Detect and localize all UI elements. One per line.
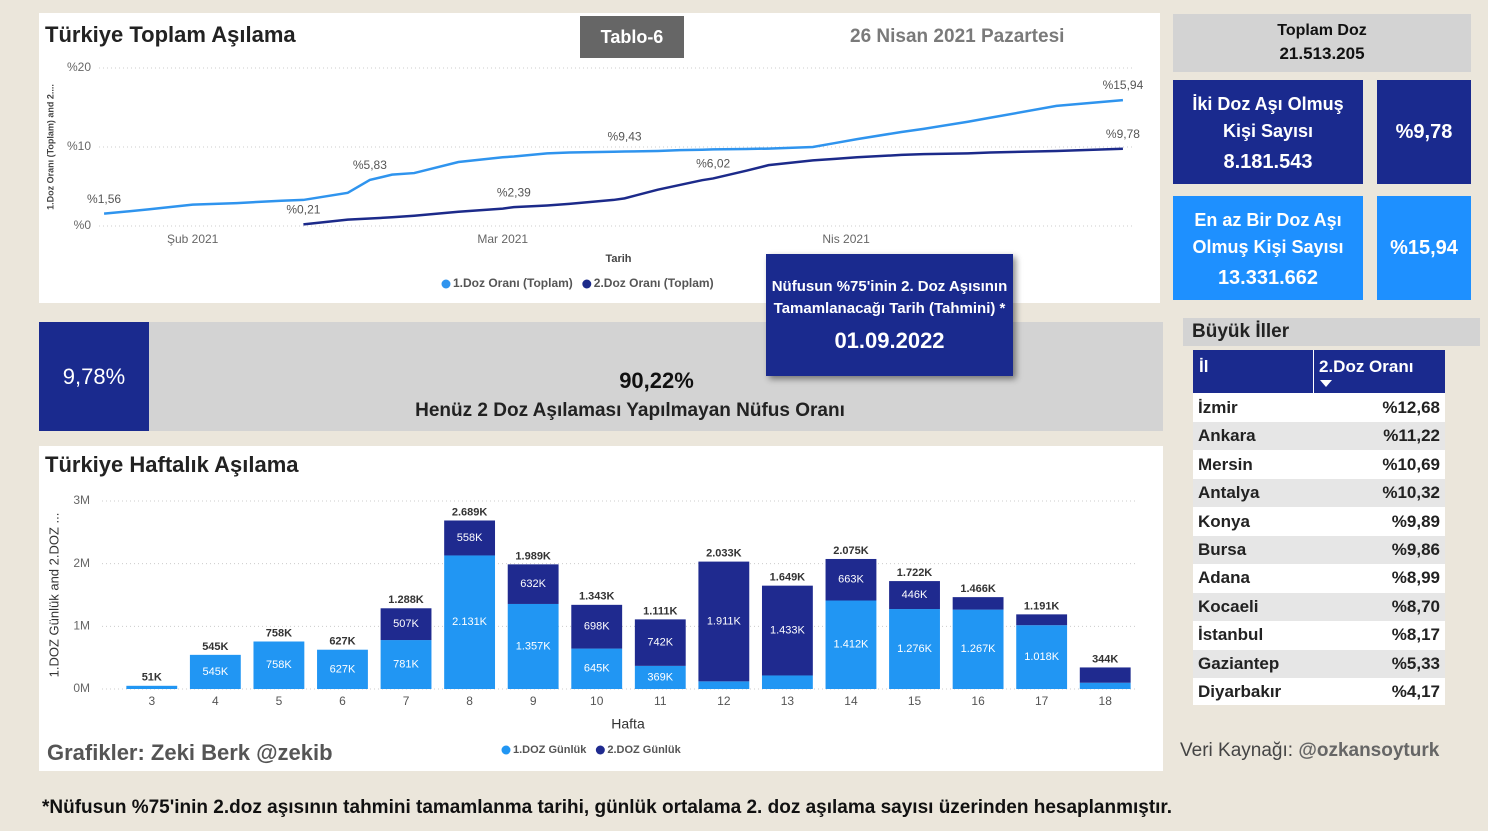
kpi-rate: %15,94 — [1377, 196, 1471, 300]
table-row: İzmir %12,68 — [1193, 394, 1445, 422]
table-cell: İzmir — [1198, 398, 1238, 417]
table-cell: İstanbul — [1198, 625, 1264, 645]
progress-caption: Henüz 2 Doz Aşılaması Yapılmayan Nüfus O… — [415, 400, 845, 421]
table-cell: Adana — [1198, 568, 1250, 588]
credits: Grafikler: Zeki Berk @zekib — [47, 740, 333, 765]
table-cell: Konya — [1198, 511, 1250, 531]
city-table: İl 2.Doz Oranı İzmir %12,68 Ankara %11,22 Me… — [1193, 350, 1445, 705]
kpi-value: 8.181.543 — [1223, 150, 1313, 173]
progress-done: 9,78% — [39, 322, 149, 431]
table-row: Antalya %10,32 — [1193, 479, 1445, 508]
column-header: 2.Doz Oranı — [1319, 357, 1414, 376]
estimate-card: Nüfusun %75'inin 2. Doz Aşısının Tamamla… — [766, 254, 1013, 376]
total-label: Toplam Doz — [1277, 22, 1367, 39]
bar-panel — [39, 446, 1163, 771]
kpi-card: İki Doz Aşı Olmuş Kişi Sayısı 8.181.543 — [1173, 80, 1363, 184]
table-title: Büyük İller — [1183, 318, 1480, 346]
table-cell: Antalya — [1198, 483, 1260, 503]
table-row: Diyarbakır %4,17 — [1193, 678, 1445, 706]
estimate-label: Nüfusun %75'inin 2. Doz Aşısının Tamamla… — [771, 278, 1008, 317]
table-cell: Mersin — [1198, 454, 1253, 474]
kpi-value: 13.331.662 — [1217, 266, 1319, 289]
table-cell: %10,69 — [1382, 454, 1440, 474]
total-card: Toplam Doz 21.513.205 — [1173, 14, 1471, 72]
kpi-label: En az Bir Doz Aşı Olmuş Kişi Sayısı — [1192, 209, 1344, 257]
table-cell: Diyarbakır — [1198, 682, 1282, 701]
table-cell: %4,17 — [1391, 682, 1440, 701]
table-cell: %8,70 — [1391, 596, 1440, 616]
source-name: @ozkansoyturk — [1298, 740, 1440, 761]
table-row: Kocaeli %8,70 — [1193, 592, 1445, 621]
table-header: İl 2.Doz Oranı — [1193, 350, 1445, 393]
tab-label: Tablo-6 — [580, 16, 684, 58]
bar-title: Türkiye Haftalık Aşılama — [45, 452, 299, 477]
table-cell: %9,89 — [1391, 511, 1440, 531]
column-header: İl — [1199, 357, 1209, 376]
progress-remaining: 90,22% — [619, 368, 694, 393]
table-row: Konya %9,89 — [1193, 508, 1445, 536]
table-cell: %8,99 — [1391, 568, 1440, 588]
table-row: Bursa %9,86 — [1193, 536, 1445, 564]
table-row: İstanbul %8,17 — [1193, 621, 1445, 649]
table-cell: %10,32 — [1382, 483, 1440, 503]
table-cell: Ankara — [1198, 426, 1256, 446]
table-cell: Bursa — [1198, 540, 1247, 559]
kpi-card: En az Bir Doz Aşı Olmuş Kişi Sayısı 13.3… — [1173, 196, 1363, 300]
table-cell: %8,17 — [1391, 625, 1440, 645]
source-label: Veri Kaynağı: — [1180, 740, 1294, 761]
sort-icon — [1320, 380, 1332, 387]
total-value: 21.513.205 — [1279, 44, 1365, 63]
table-row: Ankara %11,22 — [1193, 422, 1445, 451]
estimate-date: 01.09.2022 — [834, 328, 945, 353]
table-cell: %5,33 — [1391, 653, 1440, 673]
table-cell: Gaziantep — [1198, 653, 1280, 673]
kpi-rate: %9,78 — [1377, 80, 1471, 184]
table-cell: %12,68 — [1382, 398, 1440, 417]
source: Veri Kaynağı: @ozkansoyturk — [1180, 740, 1439, 762]
column-divider — [1313, 350, 1314, 393]
table-row: Mersin %10,69 — [1193, 451, 1445, 479]
table-cell: %11,22 — [1383, 426, 1440, 446]
table-cell: Kocaeli — [1198, 596, 1259, 616]
table-row: Gaziantep %5,33 — [1193, 649, 1445, 678]
line-title: Türkiye Toplam Aşılama — [45, 22, 296, 47]
date: 26 Nisan 2021 Pazartesi — [850, 26, 1065, 47]
table-cell: %9,86 — [1391, 540, 1440, 559]
table-row: Adana %8,99 — [1193, 564, 1445, 592]
footnote: *Nüfusun %75'inin 2.doz aşısının tahmini… — [42, 797, 1173, 818]
kpi-label: İki Doz Aşı Olmuş Kişi Sayısı — [1192, 93, 1344, 141]
